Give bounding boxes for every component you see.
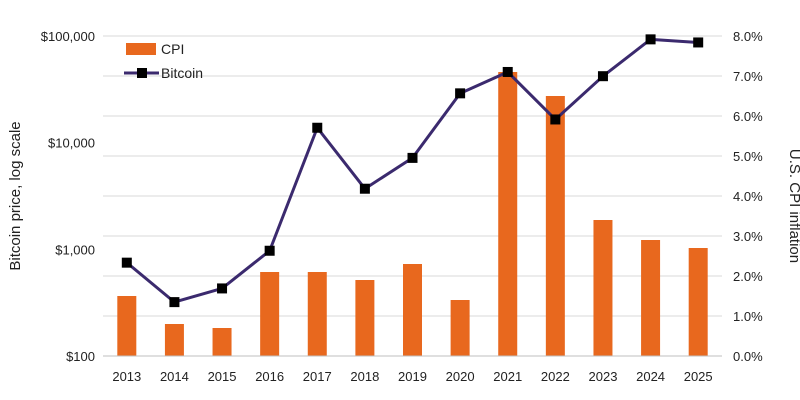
cpi-bar — [260, 272, 280, 356]
right-tick-label: 2.0% — [733, 269, 763, 284]
bitcoin-point — [312, 122, 323, 133]
left-axis-title: Bitcoin price, log scale — [7, 121, 24, 270]
cpi-bar — [688, 248, 708, 356]
cpi-bar — [593, 220, 613, 356]
bitcoin-point — [455, 88, 466, 99]
right-tick-labels: 0.0% 1.0% 2.0% 3.0% 4.0% 5.0% 6.0% 7.0% 8.0% — [733, 29, 763, 364]
bitcoin-point — [597, 71, 608, 82]
x-tick-label: 2016 — [255, 369, 284, 384]
x-tick-label: 2018 — [350, 369, 379, 384]
cpi-bars — [117, 72, 708, 356]
bitcoin-point — [264, 245, 275, 256]
legend-label-cpi: CPI — [161, 41, 184, 57]
bitcoin-markers — [121, 34, 704, 308]
bitcoin-point — [359, 183, 370, 194]
cpi-bar — [545, 96, 565, 356]
legend-swatch-cpi — [126, 43, 156, 55]
x-tick-labels: 2013 2014 2015 2016 2017 2018 2019 2020 2021 2022… — [112, 369, 712, 384]
x-tick-label: 2022 — [541, 369, 570, 384]
x-tick-label: 2025 — [684, 369, 713, 384]
cpi-bar — [212, 328, 232, 356]
bitcoin-series-line — [125, 37, 699, 304]
left-tick-label: $100 — [66, 349, 95, 364]
left-tick-label: $10,000 — [48, 136, 95, 151]
cpi-bar — [355, 280, 375, 356]
left-tick-label: $100,000 — [41, 29, 95, 44]
x-tick-label: 2014 — [160, 369, 189, 384]
x-tick-label: 2015 — [208, 369, 237, 384]
cpi-bar — [641, 240, 661, 356]
bitcoin-point — [407, 152, 418, 163]
right-axis-title: U.S. CPI inflation — [786, 149, 800, 263]
right-tick-label: 7.0% — [733, 69, 763, 84]
bitcoin-point — [502, 66, 513, 77]
bitcoin-point — [693, 37, 704, 48]
right-tick-label: 1.0% — [733, 309, 763, 324]
legend: CPI Bitcoin — [124, 41, 203, 81]
x-tick-label: 2020 — [446, 369, 475, 384]
x-tick-label: 2019 — [398, 369, 427, 384]
x-tick-label: 2024 — [636, 369, 665, 384]
bitcoin-point — [121, 257, 132, 268]
x-tick-label: 2023 — [589, 369, 618, 384]
bitcoin-point — [645, 34, 656, 45]
bitcoin-line — [125, 37, 699, 304]
left-tick-labels: $100 $1,000 $10,000 $100,000 — [41, 29, 95, 364]
left-tick-label: $1,000 — [55, 242, 95, 257]
x-tick-label: 2013 — [112, 369, 141, 384]
right-tick-label: 3.0% — [733, 229, 763, 244]
right-tick-label: 8.0% — [733, 29, 763, 44]
legend-label-bitcoin: Bitcoin — [161, 65, 203, 81]
bitcoin-point — [169, 297, 180, 308]
x-tick-label: 2017 — [303, 369, 332, 384]
cpi-bar — [498, 72, 518, 356]
x-tick-label: 2021 — [493, 369, 522, 384]
bitcoin-point — [217, 283, 228, 294]
right-tick-label: 6.0% — [733, 109, 763, 124]
cpi-bar — [117, 296, 137, 356]
cpi-bar — [450, 300, 470, 356]
cpi-bar — [307, 272, 327, 356]
legend-swatch-bitcoin-marker — [137, 68, 147, 78]
right-tick-label: 0.0% — [733, 349, 763, 364]
cpi-bar — [403, 264, 422, 356]
right-tick-label: 4.0% — [733, 189, 763, 204]
cpi-bar — [164, 324, 184, 356]
bitcoin-point — [550, 114, 561, 125]
right-tick-label: 5.0% — [733, 149, 763, 164]
